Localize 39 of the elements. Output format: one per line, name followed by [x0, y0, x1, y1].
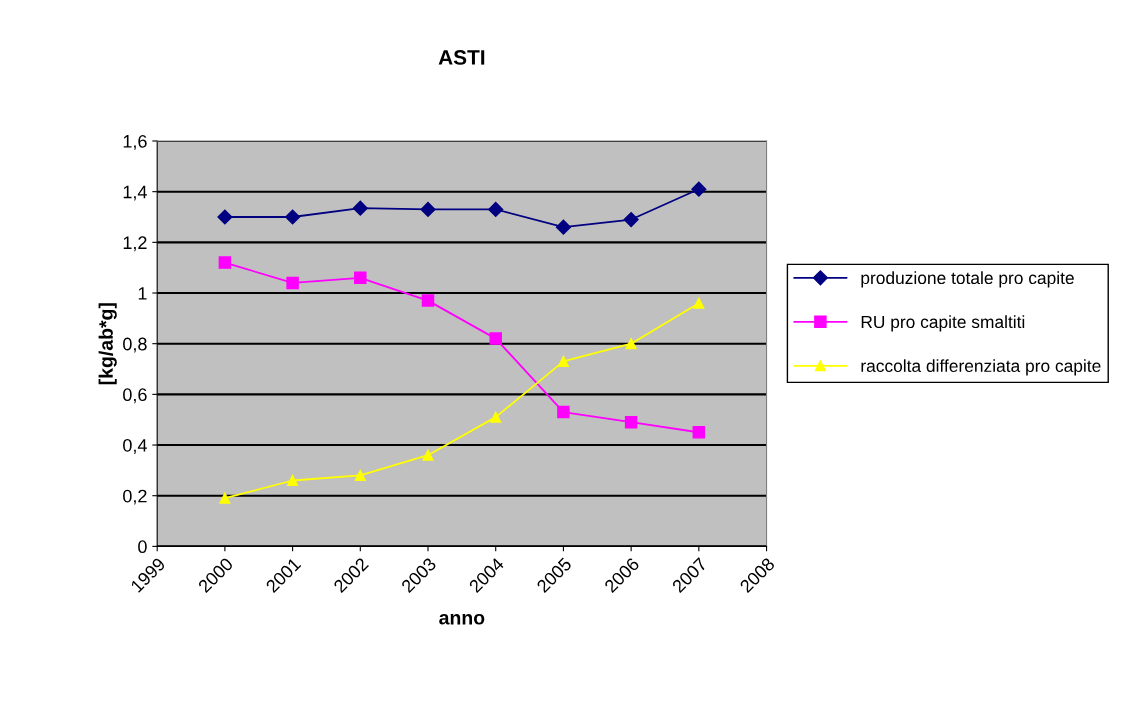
- point: [555, 219, 571, 235]
- y-tick-label: 0,4: [123, 438, 147, 454]
- legend-label: raccolta differenziata pro capite: [861, 359, 1101, 376]
- point: [691, 181, 707, 197]
- point: [490, 411, 502, 423]
- y-tick-label: 1: [138, 287, 147, 300]
- point: [692, 426, 706, 439]
- point: [218, 256, 232, 269]
- point: [354, 469, 366, 481]
- legend-label: produzione totale pro capite: [861, 271, 1074, 288]
- y-tick-label: 0,8: [123, 337, 147, 353]
- x-axis-title: anno: [439, 613, 485, 625]
- point: [693, 297, 705, 309]
- point: [624, 415, 638, 429]
- point: [557, 355, 569, 367]
- y-axis-title: [kg/ab*g]: [98, 303, 117, 385]
- point: [623, 211, 639, 228]
- point: [488, 201, 504, 217]
- y-tick-label: 1,6: [123, 134, 147, 150]
- point: [285, 209, 301, 225]
- point: [352, 200, 368, 216]
- point: [422, 449, 434, 461]
- y-tick-label: 1,2: [123, 236, 147, 252]
- chart-title: ASTI: [438, 50, 485, 65]
- point: [217, 209, 233, 225]
- point: [354, 271, 367, 285]
- point: [420, 201, 436, 217]
- point: [557, 405, 570, 419]
- point: [286, 276, 299, 290]
- y-tick-label: 0: [138, 540, 147, 554]
- point: [219, 492, 231, 504]
- point: [421, 294, 435, 307]
- legend-label: RU pro capite smaltiti: [861, 315, 1025, 332]
- y-tick-label: 0,6: [123, 388, 147, 404]
- y-tick-label: 1,4: [123, 185, 147, 201]
- point: [489, 332, 502, 345]
- point: [287, 474, 299, 487]
- point: [625, 338, 637, 350]
- y-tick-label: 0,2: [123, 489, 147, 505]
